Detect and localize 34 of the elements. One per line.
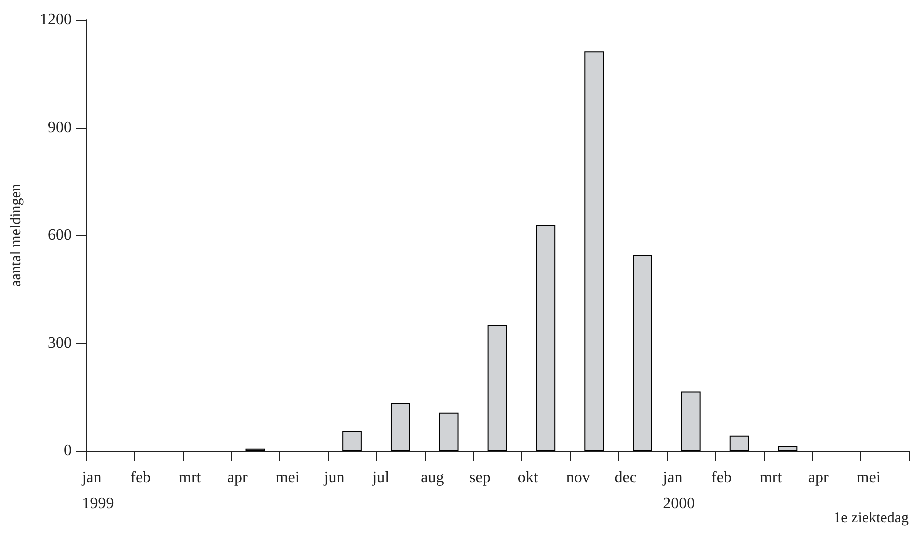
y-tick-label: 1200 — [40, 12, 72, 28]
x-tick-label: apr — [227, 470, 249, 486]
x-tick-label: feb — [130, 470, 152, 486]
x-axis-title: 1e ziektedag — [834, 510, 910, 526]
x-tick-label: mrt — [179, 470, 202, 486]
x-tick-label: mrt — [760, 470, 783, 486]
bar — [488, 325, 508, 451]
bar — [536, 225, 556, 451]
x-tick-label: okt — [518, 470, 539, 486]
y-axis-title: aantal meldingen — [8, 184, 24, 287]
x-tick-label: jan 2000 — [662, 470, 696, 512]
x-tick-label: jul — [372, 470, 390, 486]
x-tick-label: dec — [614, 470, 637, 486]
bar — [633, 255, 652, 451]
y-tick-label: 900 — [48, 119, 72, 136]
bar — [439, 412, 459, 451]
x-tick-label: mei — [276, 470, 300, 486]
y-tick-label: 300 — [48, 334, 72, 352]
bar — [730, 436, 750, 451]
bar — [681, 392, 701, 451]
y-tick-label: 0 — [64, 442, 72, 460]
x-tick-label: apr — [808, 470, 830, 486]
bar — [342, 431, 362, 451]
x-tick-label: jan 1999 — [81, 470, 114, 512]
x-tick-label: nov — [566, 470, 590, 486]
bar — [584, 52, 604, 451]
x-tick-label: mei — [856, 470, 882, 486]
bar — [778, 446, 798, 451]
y-tick-label: 600 — [48, 227, 72, 244]
x-tick-label: aug — [421, 470, 444, 486]
x-tick-label: sep — [470, 470, 491, 486]
bar — [390, 403, 410, 451]
x-tick-label: feb — [712, 470, 732, 486]
x-tick-label: jun — [323, 470, 345, 486]
